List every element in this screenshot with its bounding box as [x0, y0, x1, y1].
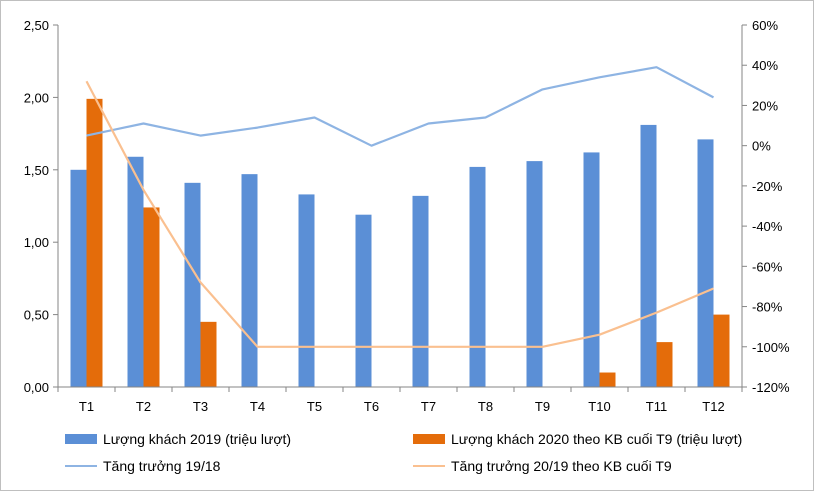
x-tick-label: T4	[250, 399, 265, 414]
bar-2019-t6	[355, 214, 372, 387]
right-tick-label: -120%	[752, 380, 790, 395]
right-tick-label: 0%	[752, 139, 771, 154]
bar-2019-t12	[697, 139, 714, 387]
legend-swatch-series-3	[65, 465, 97, 467]
right-tick-label: -60%	[752, 259, 783, 274]
bar-2019-t5	[298, 194, 315, 387]
line-layer	[85, 66, 715, 348]
bar-2020-t11	[656, 342, 673, 387]
right-tick-label: -40%	[752, 219, 783, 234]
legend-swatch-series-2	[413, 434, 445, 444]
bar-2019-t11	[640, 124, 657, 388]
x-tick-label: T8	[478, 399, 493, 414]
x-tick-label: T9	[535, 399, 550, 414]
right-tick-label: -100%	[752, 340, 790, 355]
bar-2019-t8	[469, 166, 486, 387]
bar-2019-t3	[184, 182, 201, 387]
bar-2020-t10	[599, 372, 616, 387]
legend-swatch-series-1	[65, 434, 97, 444]
x-tick-label: T10	[588, 399, 610, 414]
x-tick-label: T7	[421, 399, 436, 414]
legend-label-series-4: Tăng trưởng 20/19 theo KB cuối T9	[451, 458, 672, 474]
legend-item-series-4: Tăng trưởng 20/19 theo KB cuối T9	[413, 458, 672, 474]
bar-2019-t1	[70, 169, 87, 387]
legend-item-series-2: Lượng khách 2020 theo KB cuối T9 (triệu …	[413, 431, 742, 447]
left-tick-label: 0,50	[24, 308, 49, 323]
bar-2019-t7	[412, 195, 429, 387]
left-tick-label: 1,50	[24, 163, 49, 178]
right-tick-label: -20%	[752, 179, 783, 194]
line-growth-20-19	[85, 80, 714, 348]
right-tick-label: 40%	[752, 58, 778, 73]
bar-2019-t10	[583, 152, 600, 387]
left-tick-label: 0,00	[24, 380, 49, 395]
x-tick-label: T1	[79, 399, 94, 414]
left-tick-label: 1,00	[24, 235, 49, 250]
x-tick-label: T6	[364, 399, 379, 414]
legend-swatch-series-4	[413, 465, 445, 467]
legend-label-series-3: Tăng trưởng 19/18	[103, 458, 221, 474]
bar-2020-t2	[143, 207, 160, 387]
left-tick-label: 2,00	[24, 90, 49, 105]
bar-2019-t4	[241, 174, 258, 387]
bar-2019-t9	[526, 161, 543, 387]
legend-label-series-2: Lượng khách 2020 theo KB cuối T9 (triệu …	[451, 431, 743, 447]
legend-item-series-1: Lượng khách 2019 (triệu lượt)	[65, 431, 291, 447]
x-tick-label: T5	[307, 399, 322, 414]
axes-layer: 0,00 0,50 1,00 1,50 2,00 2,50 -120% -100% -80% -6…	[24, 18, 790, 414]
x-tick-label: T12	[702, 399, 724, 414]
bar-layer	[70, 98, 730, 388]
x-tick-label: T11	[646, 399, 667, 414]
line-growth-19-18	[86, 66, 715, 147]
x-tick-label: T3	[193, 399, 208, 414]
legend-item-series-3: Tăng trưởng 19/18	[65, 458, 220, 474]
bar-2020-t12	[713, 314, 730, 387]
bar-2020-t3	[200, 321, 217, 387]
legend-label-series-1: Lượng khách 2019 (triệu lượt)	[103, 431, 292, 447]
right-tick-label: 60%	[752, 18, 778, 33]
bar-2020-t1	[86, 98, 103, 388]
left-tick-label: 2,50	[24, 18, 49, 33]
bar-2019-t2	[127, 156, 144, 387]
right-tick-label: 20%	[752, 98, 778, 113]
x-tick-label: T2	[136, 399, 151, 414]
right-tick-label: -80%	[752, 300, 783, 315]
